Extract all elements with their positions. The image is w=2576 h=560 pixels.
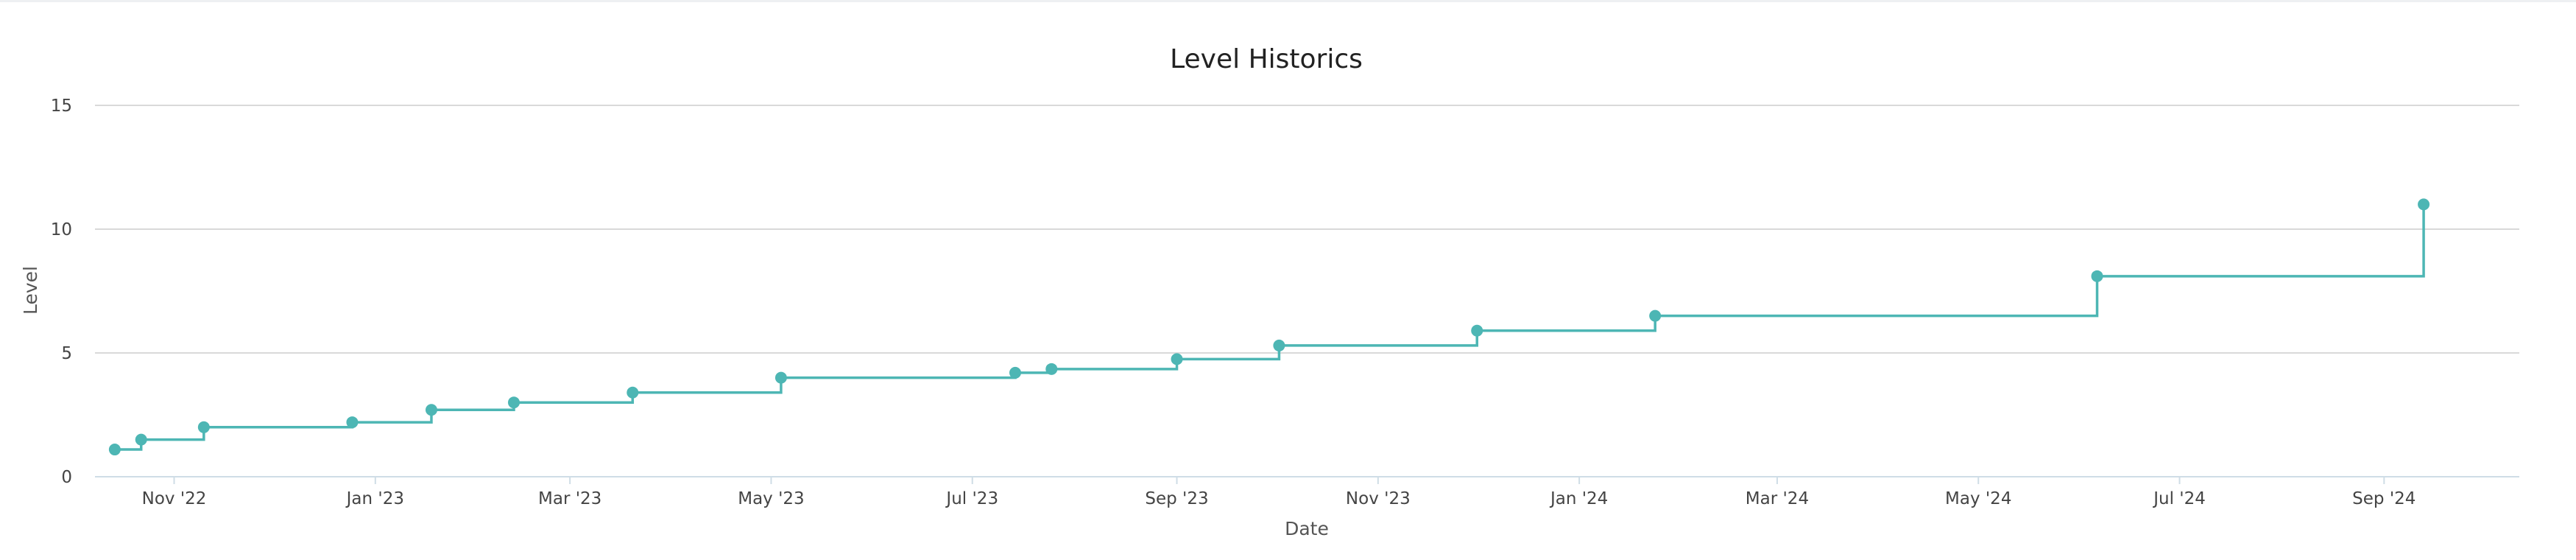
series-line [114,204,2425,451]
data-point[interactable] [346,416,359,429]
data-point[interactable] [1045,363,1058,375]
x-axis-ticks: Nov '22 Jan '23 Mar '23 May '23 Jul '23 Sep '… [142,477,2416,508]
x-tick-label: Sep '24 [2352,489,2416,508]
x-tick-label: Jan '23 [345,489,404,508]
x-tick-label: Nov '22 [142,489,207,508]
data-point[interactable] [425,404,437,416]
y-axis-ticks: 0 5 10 15 [51,97,72,487]
x-tick-label: May '23 [738,489,804,508]
data-point[interactable] [507,396,520,409]
y-tick-label: 5 [61,344,72,363]
x-axis-label: Date [1285,518,1329,539]
data-point[interactable] [197,421,210,433]
data-point[interactable] [774,371,787,384]
data-point[interactable] [1649,309,1662,322]
x-tick-label: Mar '24 [1746,489,1809,508]
x-tick-label: Mar '23 [538,489,601,508]
x-tick-label: May '24 [1945,489,2011,508]
y-axis-label: Level [20,266,41,315]
data-point[interactable] [627,386,639,399]
y-tick-label: 15 [51,97,72,116]
y-tick-label: 10 [51,220,72,239]
data-point[interactable] [135,433,147,446]
x-tick-label: Sep '23 [1145,489,1208,508]
data-point[interactable] [1009,366,1021,379]
data-point[interactable] [1273,339,1285,351]
data-point[interactable] [108,444,121,456]
x-tick-label: Nov '23 [1346,489,1411,508]
grid [95,105,2519,354]
chart-title: Level Historics [1170,44,1363,74]
x-tick-label: Jan '24 [1549,489,1608,508]
data-point[interactable] [2418,198,2430,211]
x-tick-label: Jul '24 [2152,489,2206,508]
data-point[interactable] [1171,353,1183,365]
data-points [108,198,2430,456]
data-point[interactable] [2091,270,2103,282]
data-point[interactable] [1471,324,1483,337]
x-tick-label: Jul '23 [945,489,998,508]
y-tick-label: 0 [61,468,72,487]
